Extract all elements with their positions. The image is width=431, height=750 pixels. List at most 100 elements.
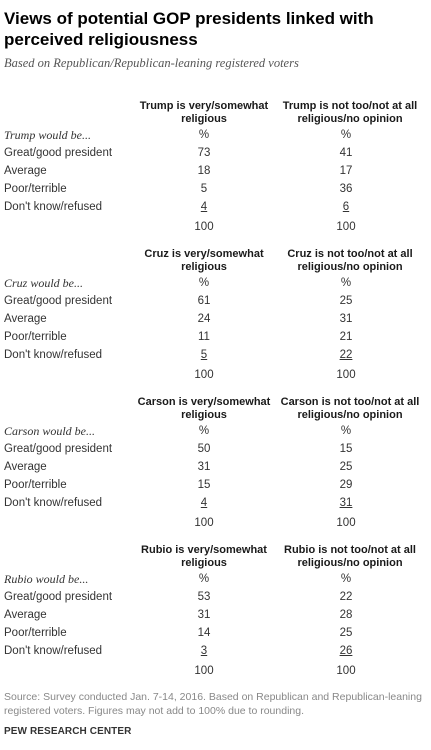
table-subheader-row: Trump would be...%%: [0, 126, 431, 144]
table-subheader-row: Cruz would be...%%: [0, 274, 431, 292]
cell-value: 100: [336, 221, 356, 233]
cell-value: %: [340, 425, 352, 437]
row-label: Don't know/refused: [4, 645, 103, 657]
cell-value: 25: [339, 627, 353, 639]
table-row: Great/good president 73 41: [0, 144, 431, 162]
cell-value: 100: [336, 517, 356, 529]
cell-value: %: [198, 425, 210, 437]
column-header-religious: Carson is very/somewhat religious: [128, 396, 280, 422]
column-header-line: religious: [181, 557, 227, 569]
column-header-not-religious: Carson is not too/not at all religious/no…: [276, 396, 424, 422]
cell-value: %: [198, 573, 210, 585]
cell-value: %: [198, 129, 210, 141]
column-header-not-religious: Trump is not too/not at all religious/no …: [276, 100, 424, 126]
cell-value: 14: [197, 627, 211, 639]
cell-value: 15: [197, 479, 211, 491]
table-row: Average 18 17: [0, 162, 431, 180]
table-subheader-row: Rubio would be...%%: [0, 570, 431, 588]
cell-value: 21: [339, 331, 353, 343]
table-block: Cruz is very/somewhat religious Cruz is no…: [0, 248, 431, 414]
cell-value: 100: [194, 369, 214, 381]
cell-value: 31: [197, 461, 211, 473]
column-header-line: Carson is very/somewhat: [137, 396, 271, 408]
table-row: Average 24 31: [0, 310, 431, 328]
row-label: Average: [4, 461, 47, 473]
cell-value: 28: [339, 609, 353, 621]
cell-value: 5: [200, 183, 208, 195]
column-header-religious: Rubio is very/somewhat religious: [128, 544, 280, 570]
cell-value: 25: [339, 295, 353, 307]
table-row: Great/good president 53 22: [0, 588, 431, 606]
source-line-2: registered voters. Figures may not add t…: [4, 705, 305, 717]
cell-value: 31: [339, 497, 353, 509]
column-header-line: religious: [181, 261, 227, 273]
cell-value: 50: [197, 443, 211, 455]
row-label: Rubio would be...: [4, 572, 89, 586]
cell-value: 17: [339, 165, 353, 177]
cell-value: 4: [200, 497, 208, 509]
table-block: Trump is very/somewhat religious Trump is …: [0, 100, 431, 266]
cell-value: 11: [198, 331, 210, 343]
table-row: Poor/terrible 15 29: [0, 476, 431, 494]
table-row: Average 31 25: [0, 458, 431, 476]
cell-value: 41: [339, 147, 353, 159]
column-header-line: Cruz is not too/not at all: [287, 248, 413, 260]
column-header-line: Trump is very/somewhat: [139, 100, 269, 112]
cell-value: 5: [200, 349, 208, 361]
row-label: Great/good president: [4, 295, 113, 307]
row-label: Don't know/refused: [4, 201, 103, 213]
source-line-1: Source: Survey conducted Jan. 7-14, 2016…: [4, 691, 422, 703]
table-block: Rubio is very/somewhat religious Rubio is …: [0, 544, 431, 710]
table-total-row: 100 100: [0, 662, 431, 680]
cell-value: 31: [197, 609, 211, 621]
footer-credit: PEW RESEARCH CENTER: [4, 726, 132, 737]
column-header-line: religious: [181, 409, 227, 421]
cell-value: 22: [339, 591, 353, 603]
cell-value: 3: [200, 645, 208, 657]
row-label: Poor/terrible: [4, 627, 67, 639]
column-header-line: religious/no opinion: [297, 409, 403, 421]
cell-value: 26: [339, 645, 353, 657]
table-row: Great/good president 50 15: [0, 440, 431, 458]
row-label: Great/good president: [4, 147, 113, 159]
column-header-not-religious: Cruz is not too/not at all religious/no o…: [276, 248, 424, 274]
cell-value: 25: [339, 461, 353, 473]
cell-value: %: [340, 573, 352, 585]
column-header-not-religious: Rubio is not too/not at all religious/no …: [276, 544, 424, 570]
cell-value: %: [198, 277, 210, 289]
cell-value: %: [340, 129, 352, 141]
cell-value: 24: [197, 313, 211, 325]
cell-value: 4: [200, 201, 208, 213]
cell-value: 100: [336, 369, 356, 381]
subtitle: Based on Republican/Republican-leaning r…: [4, 56, 299, 70]
column-header-line: religious/no opinion: [297, 557, 403, 569]
cell-value: 100: [336, 665, 356, 677]
cell-value: 53: [197, 591, 211, 603]
cell-value: 100: [194, 517, 214, 529]
table-total-row: 100 100: [0, 514, 431, 532]
row-label: Don't know/refused: [4, 497, 103, 509]
row-label: Great/good president: [4, 443, 113, 455]
cell-value: 100: [194, 221, 214, 233]
cell-value: %: [340, 277, 352, 289]
row-label: Cruz would be...: [4, 276, 84, 290]
column-header-line: Trump is not too/not at all: [282, 100, 418, 112]
cell-value: 18: [197, 165, 211, 177]
table-row: Poor/terrible 11 21: [0, 328, 431, 346]
cell-value: 36: [339, 183, 353, 195]
table-total-row: 100 100: [0, 366, 431, 384]
column-header-line: religious/no opinion: [297, 113, 403, 125]
cell-value: 100: [194, 665, 214, 677]
row-label: Poor/terrible: [4, 331, 67, 343]
table-row: Don't know/refused 3 26: [0, 642, 431, 660]
row-label: Poor/terrible: [4, 183, 67, 195]
row-label: Average: [4, 609, 47, 621]
table-subheader-row: Carson would be...%%: [0, 422, 431, 440]
row-label: Average: [4, 313, 47, 325]
table-row: Great/good president 61 25: [0, 292, 431, 310]
column-header-line: Cruz is very/somewhat: [144, 248, 264, 260]
row-label: Poor/terrible: [4, 479, 67, 491]
row-label: Trump would be...: [4, 128, 92, 142]
table-total-row: 100 100: [0, 218, 431, 236]
table-block: Carson is very/somewhat religious Carson i…: [0, 396, 431, 562]
